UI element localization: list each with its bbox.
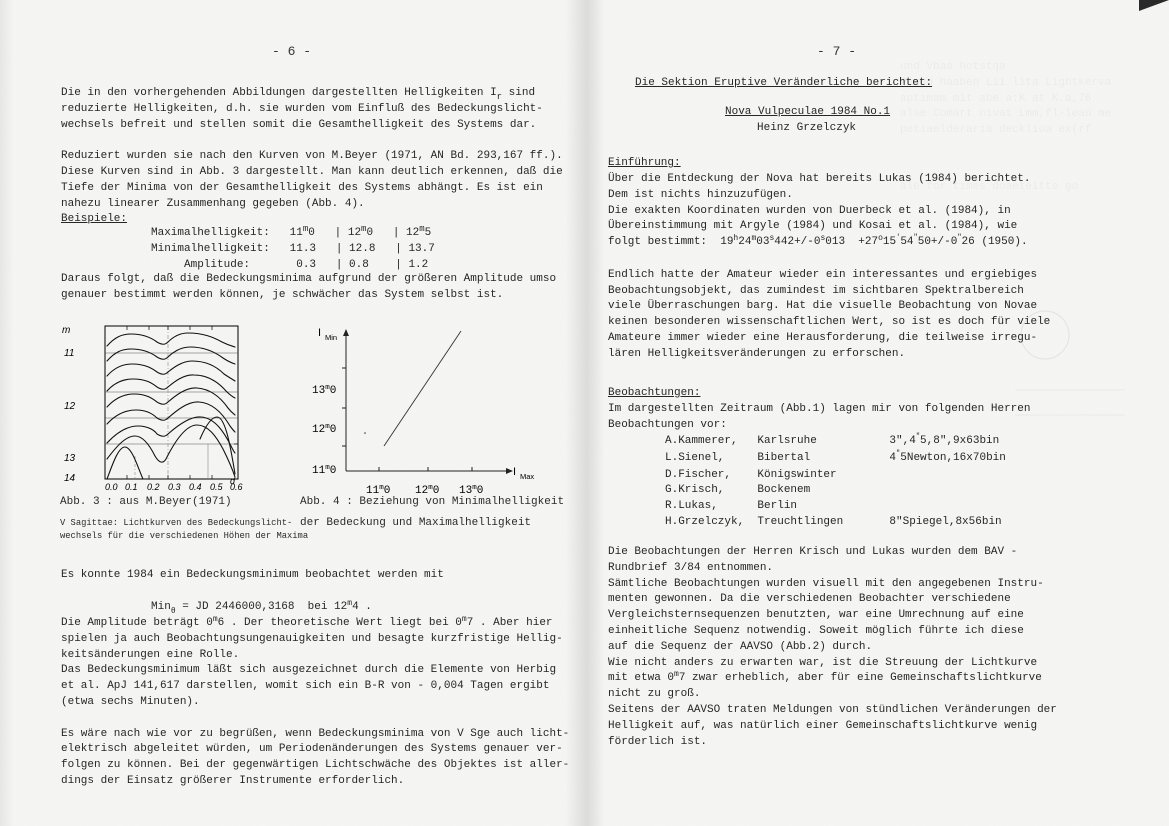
svg-text:0.4: 0.4	[189, 482, 202, 491]
svg-text:m: m	[62, 325, 70, 336]
svg-text:12m0: 12m0	[312, 423, 336, 436]
svg-text:0.5: 0.5	[210, 482, 224, 491]
svg-text:Min: Min	[325, 333, 337, 342]
svg-text:13m0: 13m0	[312, 384, 336, 397]
svg-text:0.2: 0.2	[147, 482, 160, 491]
svg-text:12: 12	[64, 401, 76, 412]
svg-text:13: 13	[64, 453, 76, 464]
svg-text:0.3: 0.3	[168, 482, 181, 491]
svg-text:I: I	[318, 327, 321, 339]
svg-text:0.0: 0.0	[105, 482, 118, 491]
svg-text:11m0: 11m0	[312, 464, 336, 477]
svg-text:Max: Max	[520, 472, 534, 481]
svg-text:0.1: 0.1	[125, 482, 138, 491]
svg-text:0.6: 0.6	[230, 482, 243, 491]
svg-text:14: 14	[64, 473, 76, 484]
svg-text:11: 11	[64, 348, 74, 359]
svg-text:I: I	[513, 466, 516, 478]
